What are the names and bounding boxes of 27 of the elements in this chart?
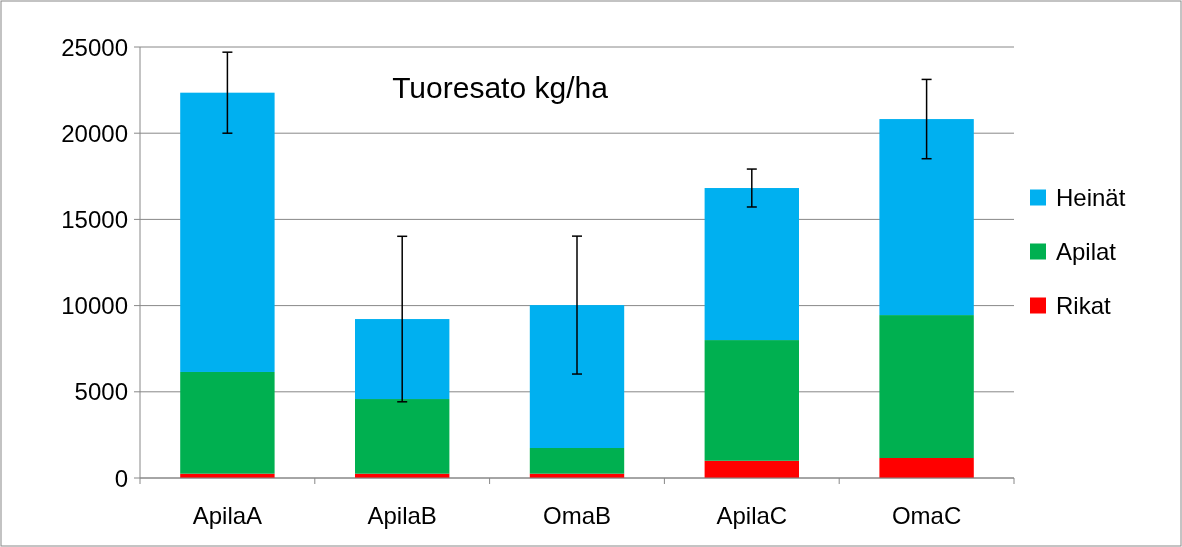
text: Tuoresato kg/ha — [392, 71, 609, 104]
bar — [180, 371, 275, 474]
legend-label: Rikat — [1056, 292, 1112, 319]
y-tick-label: 25000 — [61, 33, 128, 61]
x-tick-label: ApilaB — [367, 502, 437, 529]
y-tick-label: 15000 — [61, 205, 128, 233]
bar — [529, 448, 625, 474]
bar — [704, 188, 799, 341]
bar — [355, 399, 450, 474]
legend-label: Heinät — [1056, 184, 1126, 211]
bar — [879, 315, 974, 458]
y-tick-label: 0 — [114, 464, 128, 492]
bar — [704, 340, 799, 461]
x-tick-label: OmaC — [891, 502, 962, 529]
bar — [879, 458, 974, 478]
bar — [180, 92, 275, 372]
x-tick-label: OmaB — [542, 502, 612, 529]
legend-label: Apilat — [1056, 238, 1117, 265]
bar — [704, 460, 799, 478]
bar — [355, 319, 450, 400]
bar — [529, 305, 625, 448]
y-tick-label: 5000 — [74, 378, 128, 406]
x-tick-label: ApilaA — [192, 502, 263, 529]
y-tick-label: 20000 — [61, 119, 128, 147]
y-tick-label: 10000 — [61, 292, 128, 320]
bar — [879, 119, 974, 316]
x-tick-label: ApilaC — [716, 502, 788, 529]
